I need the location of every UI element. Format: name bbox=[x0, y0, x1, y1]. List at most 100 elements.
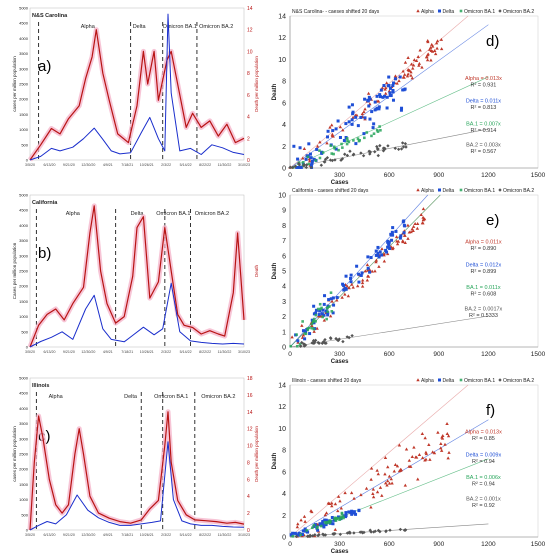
ba2-point bbox=[333, 158, 337, 162]
delta-point bbox=[320, 150, 324, 154]
delta-point bbox=[312, 304, 316, 308]
alpha-point bbox=[336, 494, 341, 498]
delta-point bbox=[344, 274, 348, 278]
ba1-point bbox=[312, 327, 316, 331]
y-tick-label: 1 bbox=[282, 329, 286, 336]
ba1-point bbox=[342, 516, 345, 520]
legend-label: Omicron BA.1 bbox=[464, 378, 495, 384]
y-tick-label: 0 bbox=[282, 345, 286, 352]
ba1-point bbox=[311, 320, 315, 324]
x-tick-label: 6/13/20 bbox=[43, 163, 55, 167]
ba1-point bbox=[314, 159, 318, 162]
alpha-point bbox=[415, 226, 420, 230]
alpha-point bbox=[290, 335, 294, 339]
ba2-point bbox=[306, 534, 310, 539]
y-axis-label: Death bbox=[272, 452, 278, 469]
ba1-point bbox=[321, 151, 325, 154]
y-tick-right-label: 14 bbox=[247, 410, 253, 416]
trend-equation: BA.1 = 0.007x bbox=[466, 121, 501, 127]
ba2-point bbox=[399, 147, 404, 151]
x-tick-label: 300 bbox=[334, 351, 345, 358]
x-tick-label: 5/14/22 bbox=[180, 533, 192, 537]
delta-point bbox=[304, 157, 308, 161]
delta-point bbox=[316, 528, 320, 532]
alpha-point bbox=[424, 450, 428, 454]
alpha-point bbox=[310, 324, 314, 328]
y-tick-right-label: 18 bbox=[247, 376, 253, 382]
ba2-point bbox=[345, 153, 350, 158]
alpha-point bbox=[324, 511, 329, 515]
ba1-point bbox=[330, 310, 334, 313]
x-tick-label: 8/22/22 bbox=[199, 163, 211, 167]
y-tick-label: 6 bbox=[282, 253, 286, 260]
alpha-point bbox=[393, 74, 398, 78]
alpha-point bbox=[380, 493, 384, 497]
x-tick-label: 10/26/21 bbox=[140, 163, 154, 167]
x-axis-label: Cases bbox=[331, 549, 349, 553]
ba1-point bbox=[328, 521, 332, 525]
delta-point bbox=[344, 122, 348, 126]
y-tick-label: 2 bbox=[282, 144, 286, 151]
alpha-point bbox=[397, 469, 402, 473]
ba1-point bbox=[307, 162, 311, 166]
delta-point bbox=[377, 105, 381, 109]
alpha-point bbox=[328, 125, 332, 129]
alpha-point bbox=[363, 107, 367, 111]
alpha-point bbox=[315, 144, 320, 148]
delta-point bbox=[303, 337, 307, 341]
delta-point bbox=[390, 238, 394, 242]
alpha-point bbox=[439, 448, 444, 452]
alpha-point bbox=[308, 159, 312, 163]
alpha-point bbox=[355, 113, 359, 117]
trend-equation: BA.2 = 0.0017x bbox=[465, 307, 503, 313]
ba2-point bbox=[319, 163, 324, 167]
delta-point bbox=[373, 100, 377, 104]
ba1-point bbox=[378, 125, 381, 128]
alpha-point bbox=[439, 446, 443, 450]
alpha-point bbox=[426, 52, 430, 56]
y-axis-label: Death bbox=[272, 83, 278, 100]
line-panel-0: 0 500 1000 1500 2000 2500 3000 3500 4000 4500 5000… bbox=[12, 6, 259, 168]
delta-point bbox=[390, 233, 394, 237]
era-label: Alpha bbox=[66, 211, 81, 217]
delta-point bbox=[321, 519, 325, 523]
alpha-point bbox=[445, 431, 449, 435]
alpha-point bbox=[417, 63, 421, 67]
delta-point bbox=[387, 241, 391, 245]
alpha-point bbox=[421, 218, 425, 222]
scatter-panel-3: 0 2 4 6 8 10 12 14 0 300 600 900 1200 1500 Death Cases N… bbox=[272, 9, 546, 186]
ba1-point bbox=[299, 533, 302, 537]
x-tick-label: 8/22/22 bbox=[199, 350, 211, 354]
delta-point bbox=[377, 255, 381, 259]
alpha-point bbox=[295, 525, 300, 529]
ba2-point bbox=[323, 160, 327, 164]
alpha-point bbox=[420, 221, 425, 225]
ba2-point bbox=[498, 378, 502, 382]
x-tick-label: 4/9/21 bbox=[103, 163, 113, 167]
alpha-point bbox=[383, 456, 388, 460]
y-axis-left-label: Cases per million population bbox=[12, 242, 17, 299]
alpha-point bbox=[397, 443, 402, 447]
delta-point bbox=[297, 533, 301, 537]
alpha-point bbox=[336, 509, 340, 513]
delta-point bbox=[296, 339, 300, 343]
ba1-point bbox=[306, 155, 310, 159]
ba2-point bbox=[321, 533, 326, 537]
y-tick-label: 10 bbox=[278, 57, 286, 64]
ba2-point bbox=[376, 153, 380, 158]
y-tick-label: 0 bbox=[282, 535, 286, 542]
ba1-point bbox=[333, 146, 336, 150]
delta-point bbox=[362, 132, 366, 136]
trend-equation: BA.1 = 0.006x bbox=[466, 475, 501, 481]
alpha-point bbox=[385, 483, 389, 487]
alpha-point bbox=[445, 422, 449, 426]
y-tick-left-label: 4500 bbox=[19, 391, 29, 396]
ba2-point bbox=[358, 530, 362, 534]
legend-label: Omicron BA.2 bbox=[503, 9, 534, 15]
ba2-point bbox=[376, 147, 380, 151]
ba1-point bbox=[330, 152, 334, 155]
alpha-point bbox=[382, 253, 386, 257]
delta-point bbox=[399, 108, 403, 112]
legend-label: Delta bbox=[443, 9, 455, 15]
